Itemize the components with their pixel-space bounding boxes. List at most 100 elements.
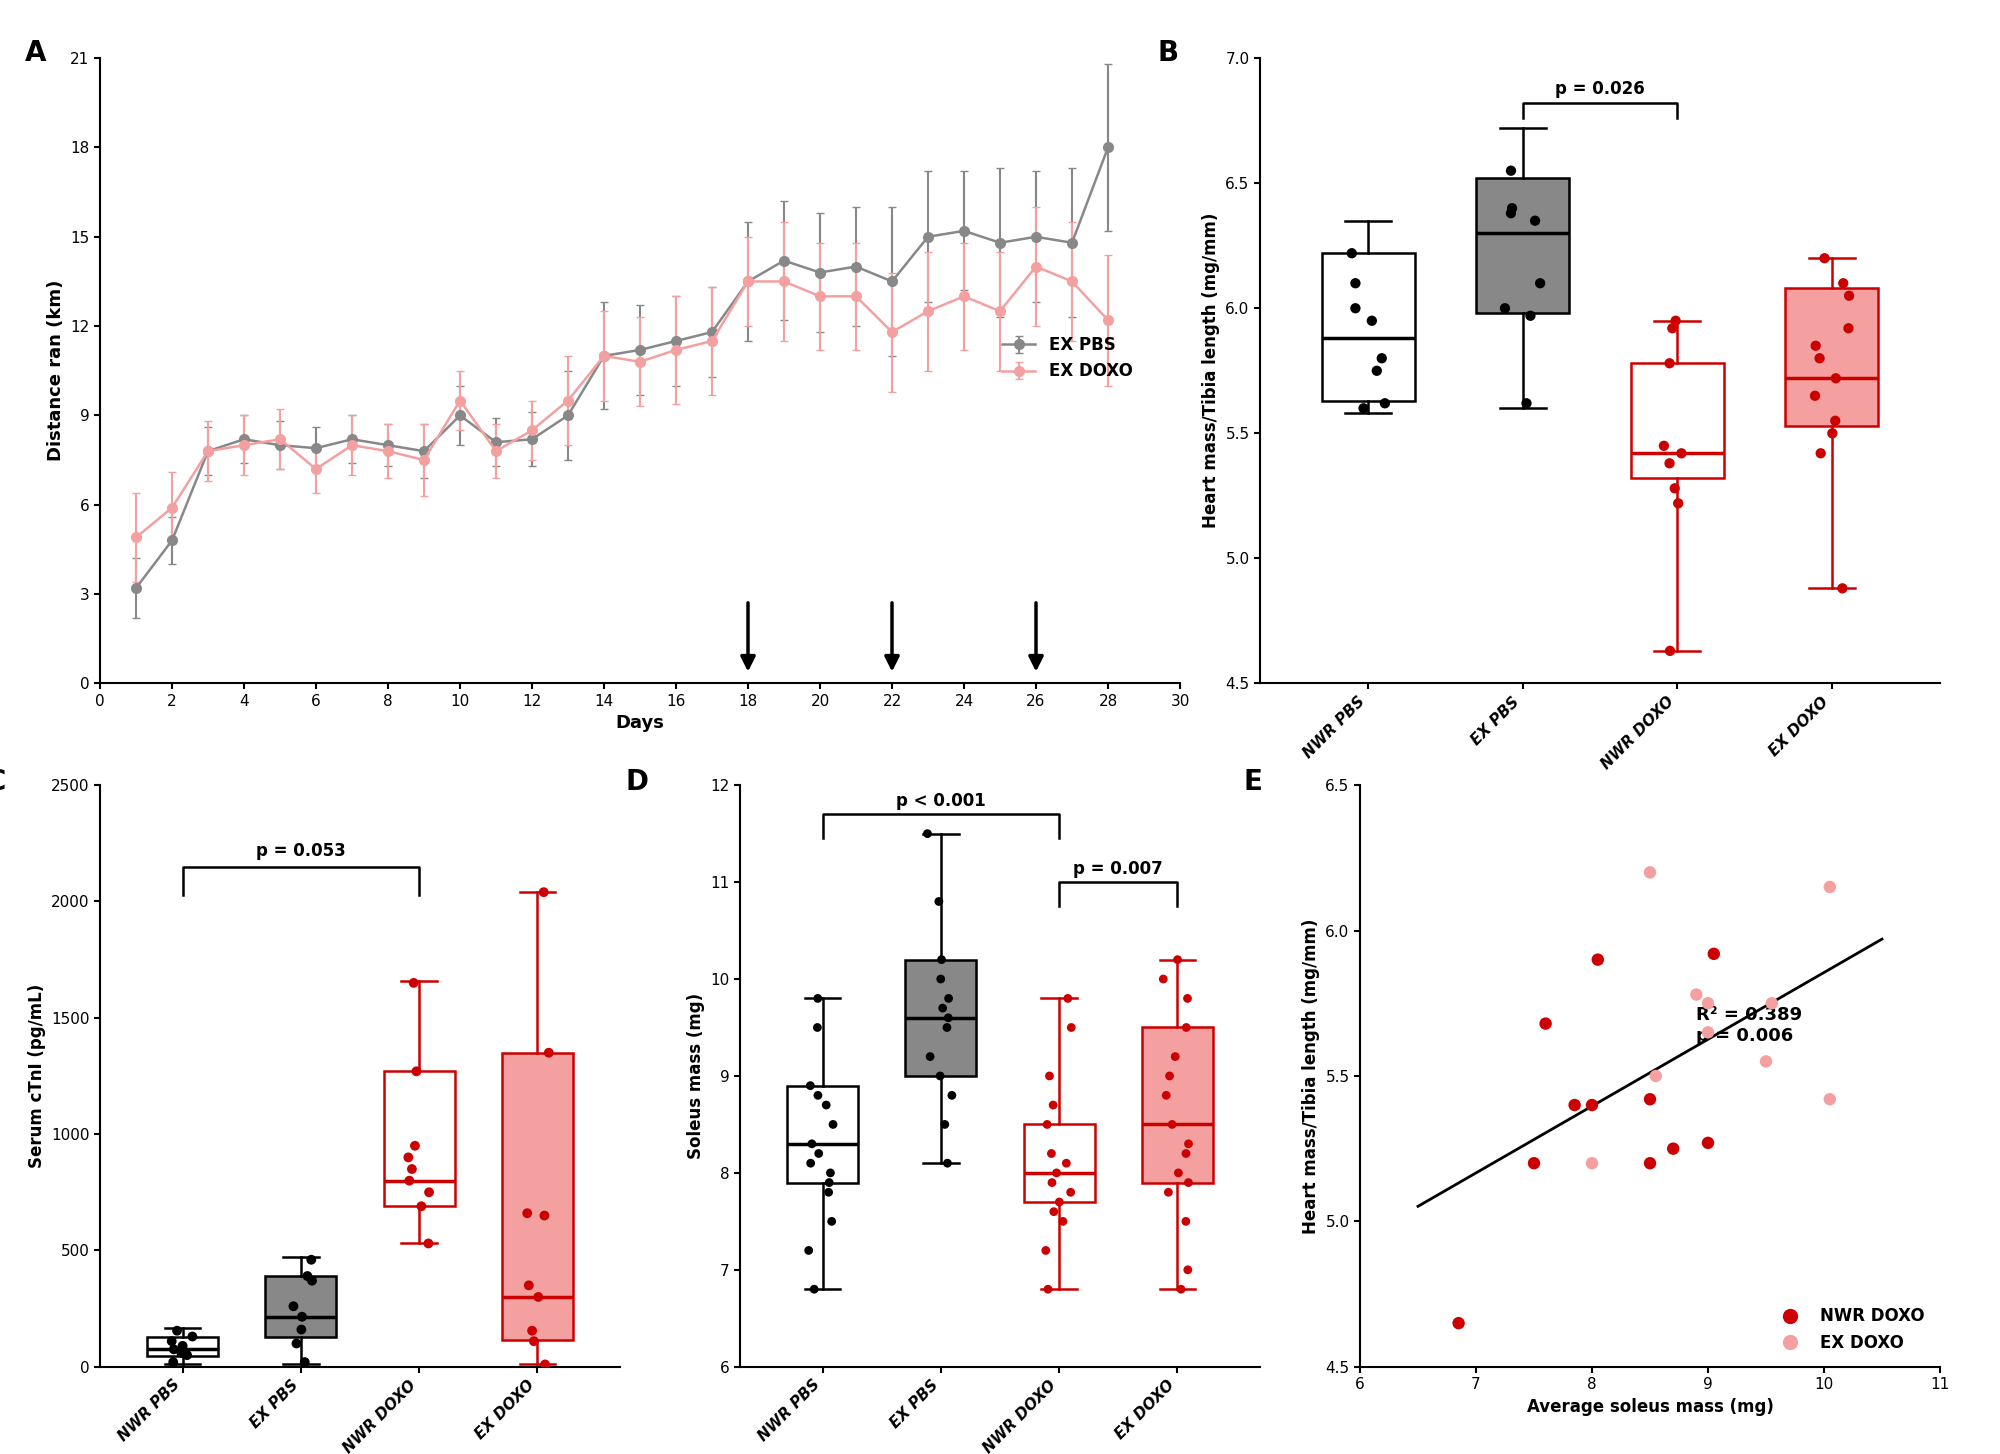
Point	[1152, 1181, 1184, 1204]
Point	[1162, 948, 1194, 971]
Point	[518, 1329, 550, 1352]
Point	[1832, 317, 1864, 340]
Point	[396, 1157, 428, 1181]
Point	[400, 1060, 432, 1083]
NWR DOXO	[1442, 1312, 1474, 1335]
Point	[1360, 359, 1392, 382]
Point	[1366, 346, 1398, 369]
Point	[792, 1239, 824, 1262]
Point	[296, 1248, 328, 1271]
Point	[926, 948, 958, 971]
Point	[1648, 435, 1680, 458]
Point	[794, 1075, 826, 1098]
Point	[1514, 304, 1546, 327]
Point	[1172, 987, 1204, 1011]
PathPatch shape	[906, 960, 976, 1076]
NWR DOXO	[1634, 1152, 1666, 1175]
Point	[528, 881, 560, 904]
Point	[1170, 1016, 1202, 1040]
PathPatch shape	[1024, 1124, 1094, 1202]
Point	[1654, 640, 1686, 663]
Point	[414, 1181, 446, 1204]
Point	[1050, 1152, 1082, 1175]
Point	[516, 1319, 548, 1342]
Point	[912, 822, 944, 845]
Point	[1336, 241, 1368, 265]
Point	[810, 1093, 842, 1117]
PathPatch shape	[502, 1053, 572, 1341]
Text: A: A	[24, 39, 46, 67]
NWR DOXO	[1658, 1137, 1690, 1160]
Point	[1348, 397, 1380, 420]
Point	[1658, 477, 1690, 500]
Point	[1826, 577, 1858, 601]
Point	[1520, 209, 1552, 233]
Point	[280, 1332, 312, 1355]
Point	[1034, 1064, 1066, 1088]
Point	[392, 1146, 424, 1169]
PathPatch shape	[1630, 364, 1724, 478]
Point	[1800, 334, 1832, 358]
Point	[1662, 491, 1694, 515]
Point	[926, 996, 958, 1019]
EX DOXO	[1640, 1064, 1672, 1088]
Text: p = 0.053: p = 0.053	[256, 842, 346, 859]
Point	[412, 1232, 444, 1255]
Point	[1156, 1112, 1188, 1136]
Point	[166, 1335, 198, 1358]
EX DOXO	[1576, 1152, 1608, 1175]
EX DOXO	[1814, 1088, 1846, 1111]
EX DOXO	[1750, 1050, 1782, 1073]
Point	[1798, 384, 1830, 407]
Point	[1654, 352, 1686, 375]
Point	[512, 1201, 544, 1224]
Point	[922, 890, 954, 913]
Point	[1172, 1170, 1204, 1194]
Point	[1368, 391, 1400, 414]
EX DOXO	[1756, 992, 1788, 1015]
NWR DOXO	[1530, 1012, 1562, 1035]
NWR DOXO	[1558, 1093, 1590, 1117]
Text: E: E	[1244, 768, 1262, 795]
Point	[1170, 1141, 1202, 1165]
Point	[1166, 1278, 1198, 1301]
Point	[166, 1341, 198, 1364]
Point	[1036, 1141, 1068, 1165]
Point	[1038, 1200, 1070, 1223]
X-axis label: Days: Days	[616, 714, 664, 733]
Point	[1828, 272, 1860, 295]
Point	[1656, 317, 1688, 340]
Point	[532, 1041, 564, 1064]
Point	[798, 1278, 830, 1301]
Point	[398, 1134, 430, 1157]
Point	[930, 1016, 962, 1040]
Point	[528, 1204, 560, 1227]
Point	[156, 1329, 188, 1352]
Point	[802, 1016, 834, 1040]
Point	[530, 1352, 562, 1375]
Point	[1044, 1191, 1076, 1214]
Point	[278, 1294, 310, 1317]
Point	[1038, 1093, 1070, 1117]
Point	[1040, 1162, 1072, 1185]
Point	[1816, 422, 1848, 445]
Point	[1660, 310, 1692, 333]
Point	[1170, 1210, 1202, 1233]
Point	[158, 1351, 190, 1374]
Point	[924, 1064, 956, 1088]
Legend: EX PBS, EX DOXO: EX PBS, EX DOXO	[996, 330, 1140, 387]
Text: R² = 0.389
p = 0.006: R² = 0.389 p = 0.006	[1696, 1006, 1802, 1045]
Point	[1804, 346, 1836, 369]
Point	[1150, 1083, 1182, 1106]
Point	[1046, 1210, 1078, 1233]
EX DOXO	[1814, 875, 1846, 899]
PathPatch shape	[1322, 253, 1414, 401]
Point	[928, 1112, 960, 1136]
Point	[796, 1133, 828, 1156]
Point	[1666, 442, 1698, 465]
Point	[802, 1141, 834, 1165]
Point	[932, 1152, 964, 1175]
Point	[1488, 297, 1520, 320]
Point	[1172, 1258, 1204, 1281]
Point	[1154, 1064, 1186, 1088]
